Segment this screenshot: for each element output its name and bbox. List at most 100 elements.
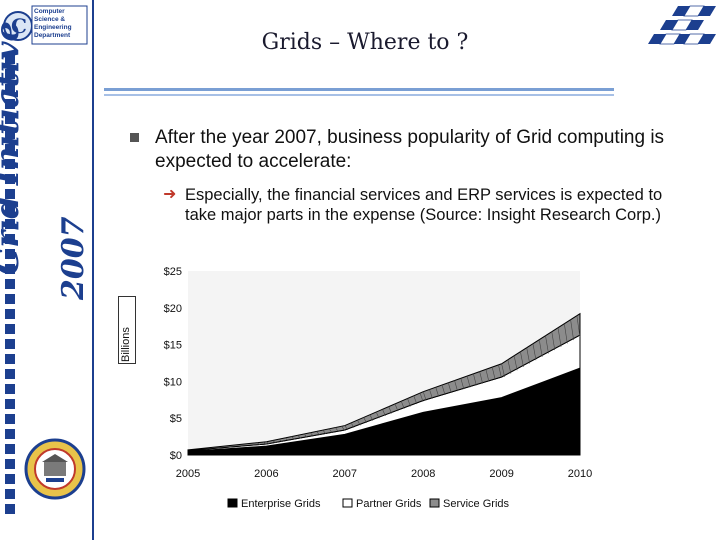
bullet-text: After the year 2007, business popularity…: [155, 127, 665, 172]
service-hatch-line: [491, 367, 496, 380]
service-hatch-line: [485, 369, 490, 382]
service-hatch-line: [350, 422, 355, 428]
x-tick-label: 2009: [489, 468, 513, 480]
stacked-area-chart: $0 $5 $10 $15 $20 $25 2005 2006 2007 2008 2009 2010…: [164, 266, 593, 510]
sidebar-square: [5, 159, 15, 169]
y-tick-label: $0: [170, 450, 182, 462]
legend-label: Service Grids: [443, 498, 510, 510]
service-hatch-line: [570, 319, 574, 341]
service-hatch-line: [520, 351, 524, 367]
y-tick-label: $15: [164, 340, 182, 352]
service-hatch-line: [419, 392, 424, 402]
service-hatch-line: [303, 433, 308, 438]
service-hatch-line: [291, 436, 295, 440]
sidebar-square: [5, 294, 15, 304]
service-hatch-line: [564, 323, 568, 344]
brand-year: 2007: [56, 216, 91, 301]
department-logo-icon: C: [3, 5, 88, 45]
sidebar-square-pattern: [5, 54, 19, 519]
y-tick-label: $25: [164, 266, 182, 278]
brand-title: Grid Initiative: [0, 21, 26, 275]
service-hatch-line: [501, 363, 505, 378]
square-bullet-icon: [130, 133, 139, 142]
service-hatch-line: [285, 437, 289, 441]
sidebar-square: [5, 114, 15, 124]
sidebar-divider: [92, 0, 94, 540]
service-hatch-line: [278, 438, 283, 442]
y-tick-label: $5: [170, 413, 182, 425]
service-hatch-line: [435, 387, 440, 397]
sidebar-square: [5, 414, 15, 424]
y-axis-label-box: [118, 296, 136, 364]
service-hatch-line: [341, 426, 345, 431]
service-hatch-line: [256, 442, 261, 446]
service-hatch-line: [551, 331, 556, 351]
service-hatch-line: [388, 406, 392, 414]
title-underline-secondary: [104, 94, 614, 96]
sidebar-square: [5, 174, 15, 184]
sidebar-square: [5, 249, 15, 259]
service-hatch-line: [507, 359, 512, 374]
service-hatch-line: [526, 347, 530, 364]
service-hatch-line: [513, 355, 518, 371]
sidebar-square: [5, 474, 15, 484]
university-seal-icon: [24, 438, 86, 500]
sidebar-square: [5, 204, 15, 214]
service-hatch-line: [422, 391, 427, 401]
sub-bullet-item: ➜ Especially, the financial services and…: [163, 185, 673, 225]
service-hatch-line: [545, 335, 549, 354]
sidebar-square: [5, 459, 15, 469]
sidebar-square: [5, 369, 15, 379]
service-hatch-line: [538, 339, 543, 357]
x-tick-label: 2005: [176, 468, 200, 480]
sidebar-square: [5, 399, 15, 409]
y-tick-label: $10: [164, 376, 182, 388]
legend-label: Partner Grids: [356, 498, 422, 510]
sidebar-square: [5, 504, 15, 514]
checker-corner-icon: [648, 5, 716, 45]
service-hatch-line: [310, 432, 314, 437]
service-hatch-line: [413, 395, 418, 405]
svg-text:C: C: [11, 14, 27, 38]
service-hatch-line: [369, 414, 374, 421]
service-hatch-line: [576, 315, 581, 337]
service-hatch-line: [382, 409, 386, 416]
sidebar: C Computer Science & Engineering Departm…: [0, 0, 93, 540]
sidebar-square: [5, 234, 15, 244]
sidebar-square: [5, 429, 15, 439]
y-tick-label: $20: [164, 303, 182, 315]
title-underline: [104, 88, 614, 91]
service-hatch-line: [363, 417, 367, 424]
sidebar-square: [5, 264, 15, 274]
sidebar-square: [5, 84, 15, 94]
sidebar-square: [5, 339, 15, 349]
sidebar-square: [5, 69, 15, 79]
sidebar-square: [5, 54, 15, 64]
sub-bullet-text: Especially, the financial services and E…: [185, 186, 663, 224]
x-tick-label: 2007: [333, 468, 357, 480]
sidebar-square: [5, 144, 15, 154]
sidebar-square: [5, 354, 15, 364]
service-hatch-line: [460, 378, 465, 390]
service-hatch-line: [322, 429, 327, 435]
service-hatch-line: [394, 403, 399, 412]
service-hatch-line: [429, 389, 433, 399]
service-hatch-line: [263, 441, 267, 445]
service-hatch-line: [316, 431, 320, 436]
service-hatch-line: [448, 382, 452, 394]
service-hatch-line: [407, 398, 411, 407]
x-tick-label: 2008: [411, 468, 435, 480]
department-logo-text: Computer Science & Engineering Departmen…: [34, 8, 72, 39]
service-hatch-line: [335, 427, 339, 432]
service-hatch-line: [272, 440, 276, 444]
sidebar-square: [5, 279, 15, 289]
service-hatch-line: [498, 364, 502, 378]
arrow-right-icon: ➜: [163, 186, 177, 203]
service-hatch-line: [400, 401, 405, 409]
legend-label: Enterprise Grids: [241, 498, 321, 510]
service-hatch-line: [532, 343, 537, 361]
sidebar-square: [5, 444, 15, 454]
sidebar-square: [5, 309, 15, 319]
sidebar-square: [5, 189, 15, 199]
service-hatch-line: [328, 428, 333, 433]
